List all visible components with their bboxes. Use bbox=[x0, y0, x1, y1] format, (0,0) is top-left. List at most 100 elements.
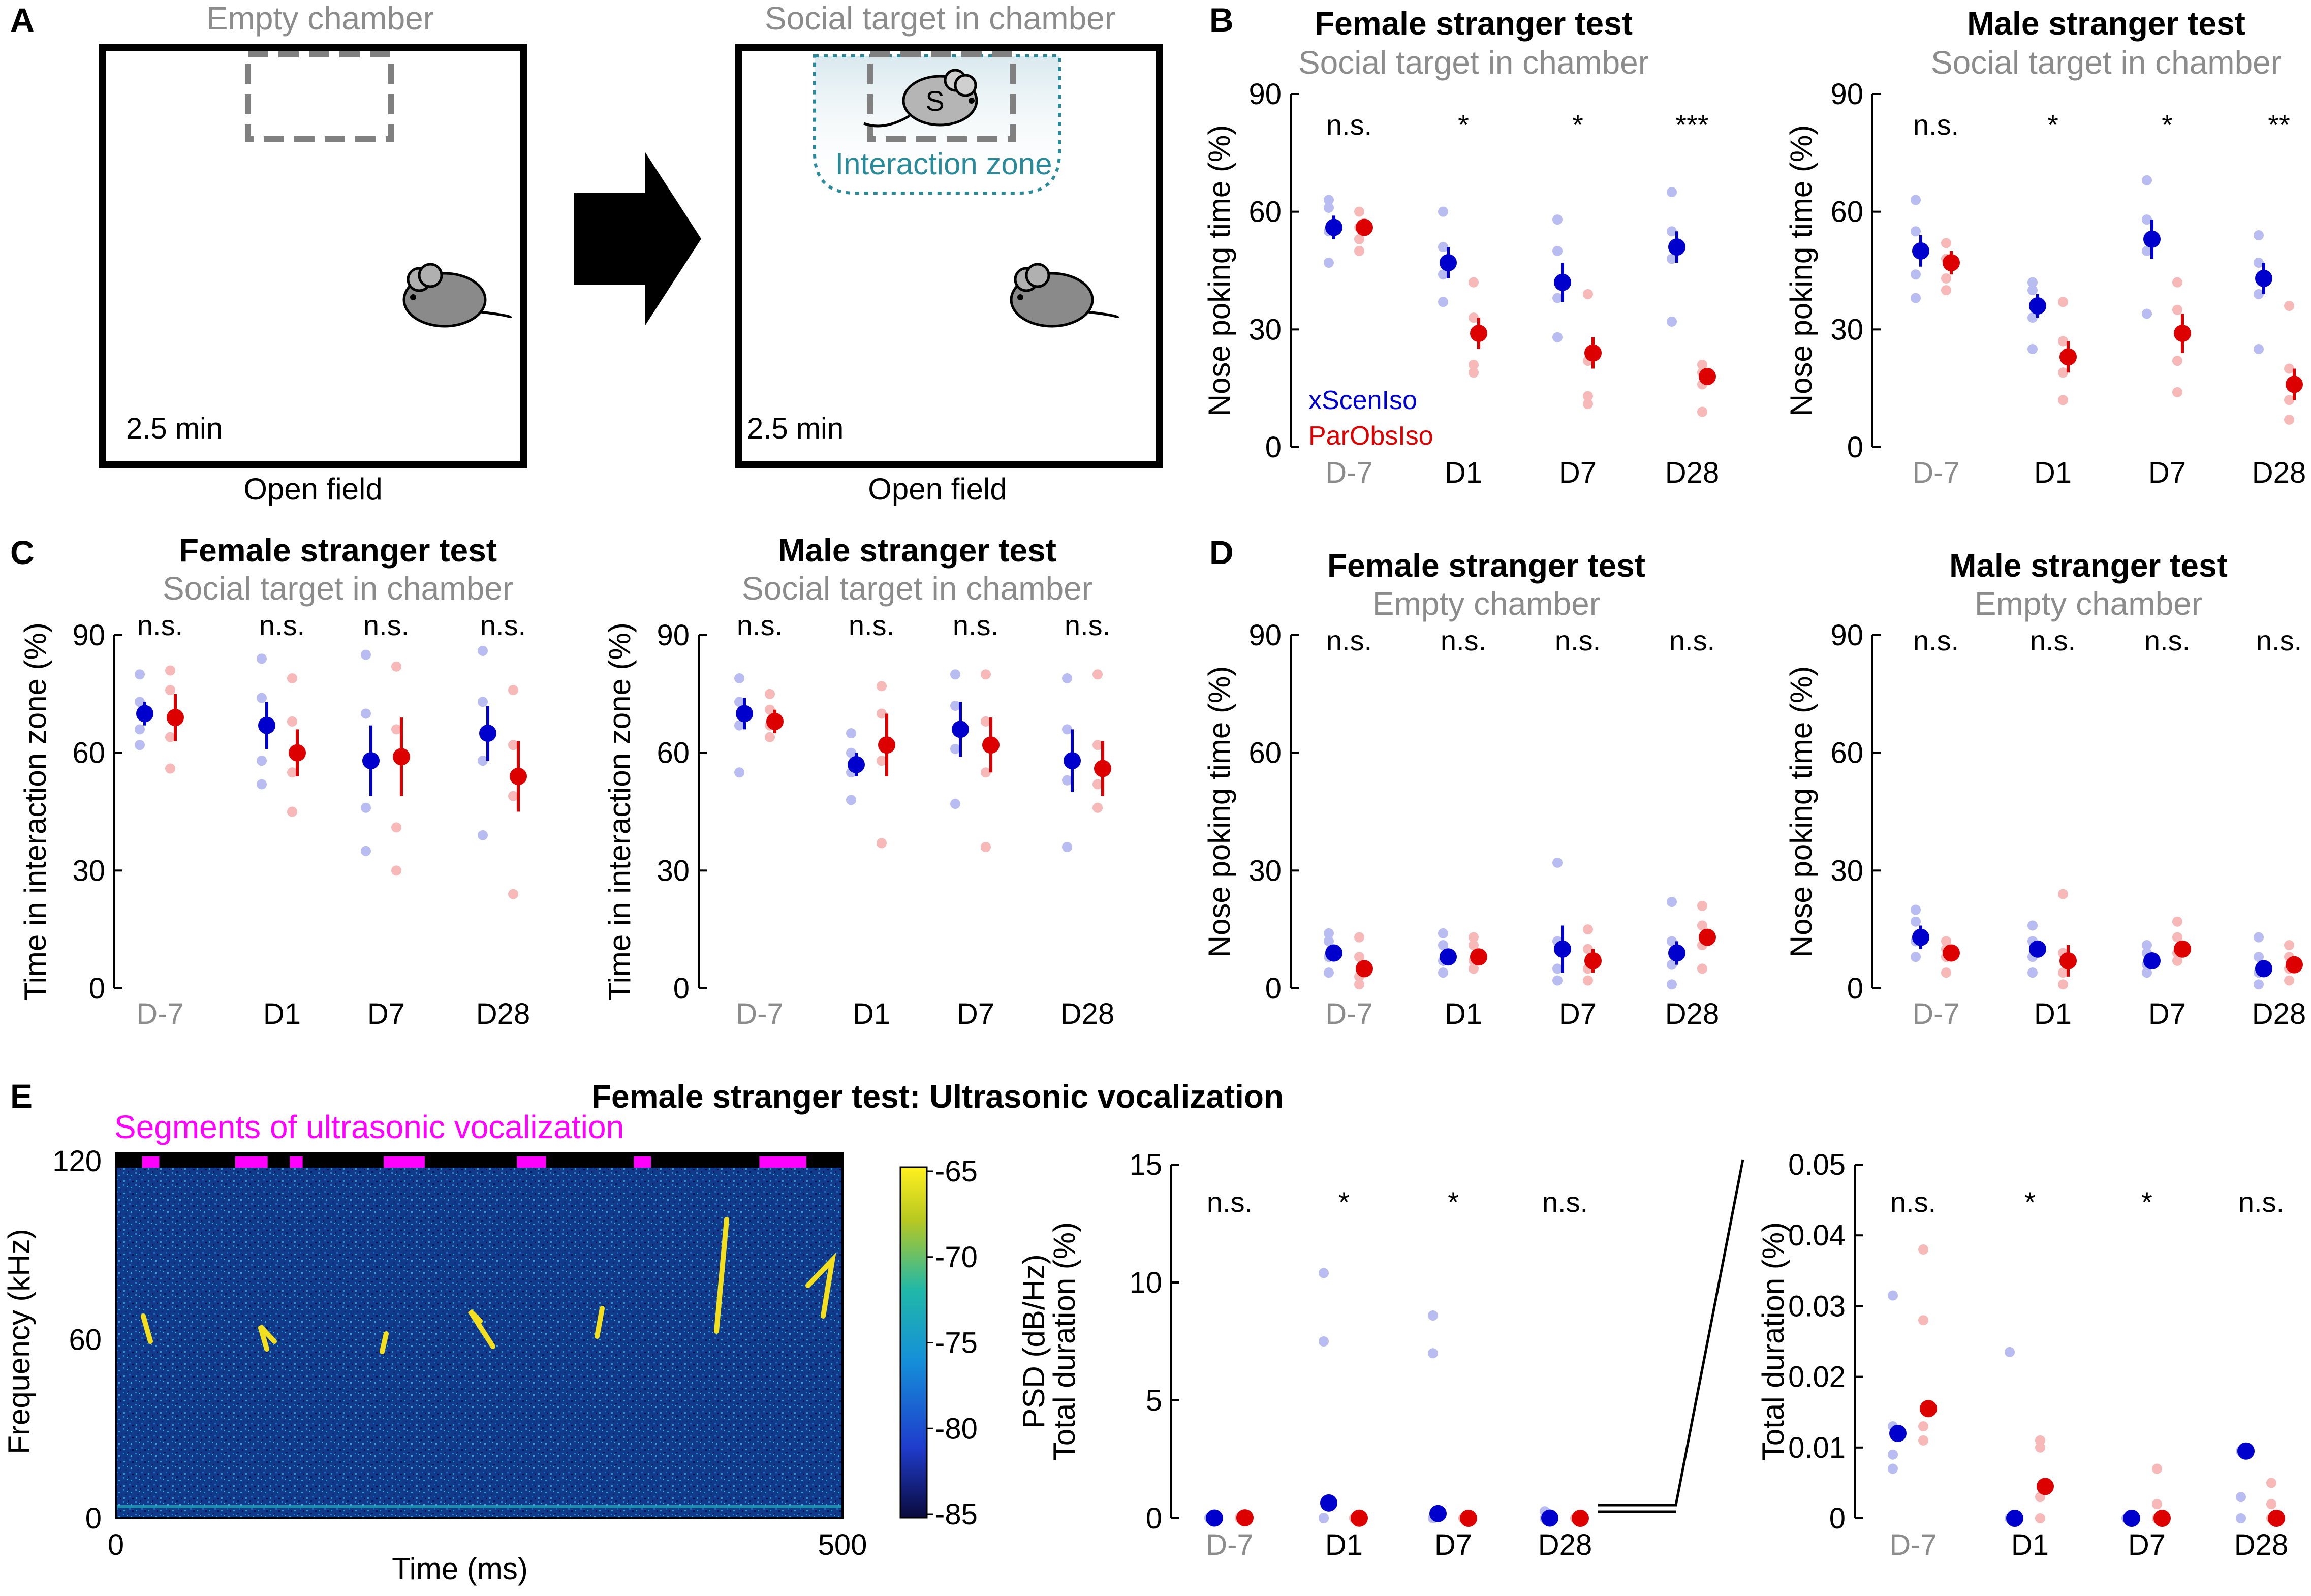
spectrogram-y-tick-label: 120 bbox=[52, 1145, 102, 1178]
individual-point bbox=[1324, 202, 1334, 213]
individual-point bbox=[361, 802, 371, 813]
individual-point bbox=[135, 669, 145, 680]
y-tick-label: 60 bbox=[1248, 196, 1282, 229]
individual-point bbox=[846, 795, 856, 805]
individual-point bbox=[1552, 975, 1563, 986]
mean-point bbox=[1668, 238, 1685, 256]
individual-point bbox=[2172, 932, 2182, 943]
mean-point bbox=[1912, 242, 1929, 260]
x-tick-label: D7 bbox=[2148, 997, 2186, 1030]
individual-point bbox=[135, 697, 145, 707]
individual-point bbox=[981, 767, 991, 778]
mean-point bbox=[1236, 1509, 1254, 1527]
y-tick-label: 10 bbox=[1129, 1266, 1162, 1299]
individual-point bbox=[1941, 967, 1951, 978]
mean-point bbox=[258, 716, 275, 734]
spectrogram-y-tick-label: 0 bbox=[85, 1502, 102, 1535]
segment-bar bbox=[116, 1153, 842, 1168]
significance-label: * bbox=[1338, 1186, 1350, 1218]
individual-point bbox=[1918, 1421, 1928, 1432]
mouse-icon bbox=[1010, 263, 1119, 328]
significance-label: n.s. bbox=[1207, 1186, 1253, 1218]
individual-point bbox=[950, 669, 960, 680]
individual-point bbox=[2172, 277, 2182, 288]
chart-subtitle: Social target in chamber bbox=[1931, 44, 2282, 81]
mean-point bbox=[952, 721, 969, 738]
field-label-right: Open field bbox=[868, 472, 1007, 506]
mean-point bbox=[1470, 948, 1487, 966]
significance-label: n.s. bbox=[849, 609, 894, 641]
x-tick-label: D-7 bbox=[136, 997, 183, 1030]
x-tick-label: D28 bbox=[1060, 997, 1114, 1030]
x-tick-label: D28 bbox=[1538, 1528, 1592, 1561]
individual-point bbox=[765, 704, 775, 715]
significance-label: * bbox=[2162, 109, 2173, 141]
chart-subtitle: Social target in chamber bbox=[163, 570, 513, 607]
mean-point bbox=[1943, 944, 1960, 962]
x-tick-label: D-7 bbox=[1325, 456, 1372, 489]
significance-label: n.s. bbox=[1441, 624, 1486, 656]
x-tick-label: D28 bbox=[2234, 1528, 2288, 1561]
mean-point bbox=[1920, 1400, 1937, 1418]
mean-point bbox=[1356, 218, 1373, 236]
panel-label-e: E bbox=[10, 1077, 33, 1115]
y-tick-label: 0.05 bbox=[1788, 1148, 1846, 1181]
individual-point bbox=[1319, 1336, 1329, 1347]
significance-label: n.s. bbox=[1326, 109, 1372, 141]
mean-point bbox=[2268, 1510, 2285, 1527]
chart-title: Female stranger test bbox=[1327, 547, 1645, 584]
individual-point bbox=[2035, 1442, 2045, 1453]
individual-point bbox=[2254, 289, 2264, 299]
significance-label: n.s. bbox=[1669, 624, 1715, 656]
significance-label: n.s. bbox=[259, 609, 305, 641]
individual-point bbox=[478, 697, 488, 707]
individual-point bbox=[1428, 1348, 1438, 1359]
mean-point bbox=[1572, 1510, 1589, 1527]
individual-point bbox=[765, 732, 775, 742]
vocalization-segment bbox=[384, 1156, 425, 1168]
individual-point bbox=[508, 889, 518, 899]
individual-point bbox=[2254, 979, 2264, 990]
individual-point bbox=[1667, 316, 1677, 327]
colorbar-tick-label: -65 bbox=[935, 1155, 978, 1188]
social-target-letter: S bbox=[925, 85, 944, 117]
individual-point bbox=[1319, 1268, 1329, 1278]
y-tick-label: 30 bbox=[1830, 313, 1863, 346]
significance-label: ** bbox=[2268, 109, 2290, 141]
individual-point bbox=[877, 681, 887, 692]
individual-point bbox=[1469, 932, 1479, 943]
individual-point bbox=[2236, 1513, 2246, 1523]
individual-point bbox=[2254, 952, 2264, 962]
mean-point bbox=[1440, 254, 1457, 272]
significance-label: * bbox=[1448, 1186, 1459, 1218]
vocalization-segment bbox=[634, 1156, 651, 1168]
individual-point bbox=[2254, 230, 2264, 240]
individual-point bbox=[2035, 1513, 2045, 1523]
panel-label-d: D bbox=[1209, 534, 1234, 571]
y-axis-label: Nose poking time (%) bbox=[1784, 125, 1818, 417]
individual-point bbox=[2172, 304, 2182, 315]
individual-point bbox=[1354, 234, 1364, 244]
spectrogram-x-tick-label: 0 bbox=[108, 1528, 124, 1561]
individual-point bbox=[1918, 1244, 1928, 1255]
individual-point bbox=[1697, 900, 1707, 911]
panel-a: A Empty chamber 2.5 min Open field Socia… bbox=[10, 0, 1163, 506]
mean-point bbox=[2123, 1510, 2140, 1527]
individual-point bbox=[1667, 979, 1677, 990]
individual-point bbox=[2254, 343, 2264, 354]
chart-e-total-duration: 0 5 10 15 Total duration (%) D-7 n.s. D1 * D7 * D28… bbox=[1047, 1148, 1592, 1561]
mean-point bbox=[1429, 1505, 1447, 1522]
individual-point bbox=[1354, 952, 1364, 962]
y-tick-label: 0 bbox=[1265, 431, 1282, 464]
individual-point bbox=[257, 779, 267, 790]
individual-point bbox=[287, 806, 297, 817]
individual-point bbox=[2027, 285, 2038, 296]
y-tick-label: 60 bbox=[72, 737, 105, 770]
time-label-left: 2.5 min bbox=[126, 412, 223, 445]
y-tick-label: 0.01 bbox=[1788, 1431, 1846, 1464]
mean-point bbox=[136, 705, 153, 723]
individual-point bbox=[2284, 940, 2294, 951]
colorbar-tick-label: -70 bbox=[935, 1241, 978, 1274]
